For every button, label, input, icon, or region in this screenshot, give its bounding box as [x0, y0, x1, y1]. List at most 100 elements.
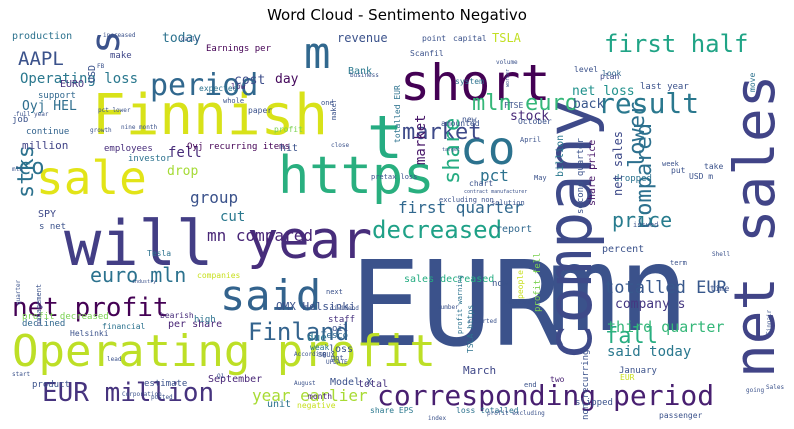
- cloud-word: end: [524, 381, 537, 389]
- cloud-word: t: [367, 103, 404, 173]
- cloud-word: production: [12, 31, 73, 42]
- cloud-word: profit warning: [456, 274, 464, 334]
- cloud-word: unit: [267, 399, 292, 410]
- cloud-word: totalled EUR: [604, 278, 727, 298]
- cloud-word: January: [619, 366, 657, 376]
- cloud-word: EURO: [60, 79, 85, 90]
- cloud-word: employees: [104, 144, 153, 154]
- cloud-word: August: [294, 380, 316, 387]
- cloud-word: totalled EUR: [393, 85, 402, 143]
- cloud-word: period: [150, 68, 259, 103]
- cloud-word: Q1: [217, 373, 225, 380]
- cloud-word: per share: [168, 319, 223, 330]
- cloud-word: slipped: [575, 398, 613, 408]
- cloud-word: USD: [87, 64, 98, 83]
- cloud-word: short: [400, 54, 551, 112]
- cloud-word: staff: [328, 315, 356, 325]
- cloud-word: total: [358, 379, 389, 390]
- cloud-word: paper: [248, 106, 273, 115]
- cloud-word: loss totalled: [456, 406, 519, 415]
- cloud-word: look: [602, 69, 622, 78]
- cloud-word: result: [598, 87, 700, 120]
- cloud-word: EUR: [620, 373, 635, 382]
- cloud-word: continue: [26, 127, 70, 137]
- cloud-word: Model X: [330, 377, 373, 388]
- cloud-word: pretax loss: [371, 173, 418, 181]
- cloud-word: Operating loss: [20, 71, 139, 87]
- cloud-word: Shell: [712, 251, 731, 258]
- cloud-word: co: [460, 121, 516, 175]
- cloud-word: move: [748, 72, 757, 92]
- cloud-word: level: [574, 65, 599, 74]
- cloud-word: year earlier: [252, 386, 368, 405]
- cloud-word: volume: [496, 59, 518, 66]
- cloud-word: start: [12, 371, 31, 378]
- cloud-word: EUR million: [42, 378, 215, 408]
- cloud-word: company s: [615, 297, 686, 312]
- cloud-word: Oyj recurring items: [187, 142, 290, 152]
- cloud-word: https: [278, 146, 435, 206]
- cloud-word: price: [612, 208, 673, 232]
- cloud-word: profit decreased: [22, 312, 109, 322]
- cloud-word: chart: [469, 179, 494, 188]
- cloud-word: capital: [453, 34, 487, 43]
- cloud-word: today: [162, 31, 202, 46]
- cloud-word: product: [32, 380, 70, 390]
- cloud-word: sales decreased: [404, 274, 495, 285]
- cloud-word: UPDATE: [326, 359, 348, 366]
- cloud-word: ADPnews: [505, 299, 531, 306]
- cloud-word: lead: [107, 356, 122, 363]
- cloud-word: investor: [128, 154, 172, 164]
- cloud-word: Bank: [348, 66, 373, 77]
- cloud-word: EUR: [350, 235, 564, 373]
- word-cloud: EUR mn company net sales Finnish will Operatin…: [12, 30, 784, 422]
- cloud-word: industry: [132, 279, 157, 285]
- cloud-word: profit: [274, 125, 303, 134]
- cloud-word: weak: [310, 343, 330, 352]
- cloud-word: posted: [151, 394, 173, 401]
- cloud-word: contract manufacturer: [464, 189, 528, 195]
- cloud-word: million: [22, 139, 69, 152]
- cloud-word: m: [304, 30, 331, 79]
- cloud-word: dropped: [614, 174, 652, 184]
- cloud-word: According: [294, 351, 327, 358]
- cloud-word: pct lower: [98, 107, 131, 114]
- cloud-word: first half: [604, 30, 749, 58]
- cloud-word: net loss: [572, 84, 635, 99]
- cloud-word: quarter: [15, 279, 22, 305]
- cloud-word: October: [518, 117, 552, 126]
- cloud-word: September: [208, 374, 263, 385]
- cloud-word: close: [331, 142, 350, 149]
- cloud-word: drop: [167, 164, 199, 179]
- cloud-word: April: [520, 136, 542, 144]
- cloud-word: amounted: [441, 119, 480, 128]
- cloud-word: declined: [22, 319, 66, 329]
- cloud-word: SBUX: [318, 351, 335, 359]
- cloud-word: whole: [223, 97, 245, 105]
- cloud-word: SPY: [38, 209, 57, 220]
- cloud-word: market: [413, 114, 429, 165]
- cloud-word: euro mln: [90, 263, 187, 287]
- cloud-word: profit excluding: [487, 410, 545, 417]
- cloud-word: low: [231, 82, 246, 91]
- cloud-word: pct: [480, 166, 509, 185]
- cloud-word: USD m: [689, 172, 714, 181]
- cloud-word: Finnair: [766, 309, 773, 335]
- cloud-word: month: [308, 392, 333, 401]
- cloud-word: FTSE: [504, 101, 524, 110]
- cloud-word: dividend: [330, 305, 359, 312]
- cloud-word: term: [670, 259, 687, 267]
- cloud-word: business: [350, 72, 379, 79]
- cloud-word: share EPS: [370, 406, 414, 415]
- cloud-word: share price: [587, 139, 598, 206]
- cloud-word: going: [746, 387, 765, 394]
- cloud-word: daily: [181, 36, 200, 43]
- cloud-word: back: [573, 97, 605, 112]
- cloud-word: system: [455, 77, 484, 86]
- cloud-word: March: [463, 364, 497, 377]
- cloud-word: maker: [330, 98, 338, 120]
- cloud-word: corresponding period: [377, 379, 715, 412]
- cloud-word: time: [710, 284, 730, 293]
- cloud-word: first quarter: [398, 198, 524, 217]
- cloud-word: support: [38, 91, 76, 101]
